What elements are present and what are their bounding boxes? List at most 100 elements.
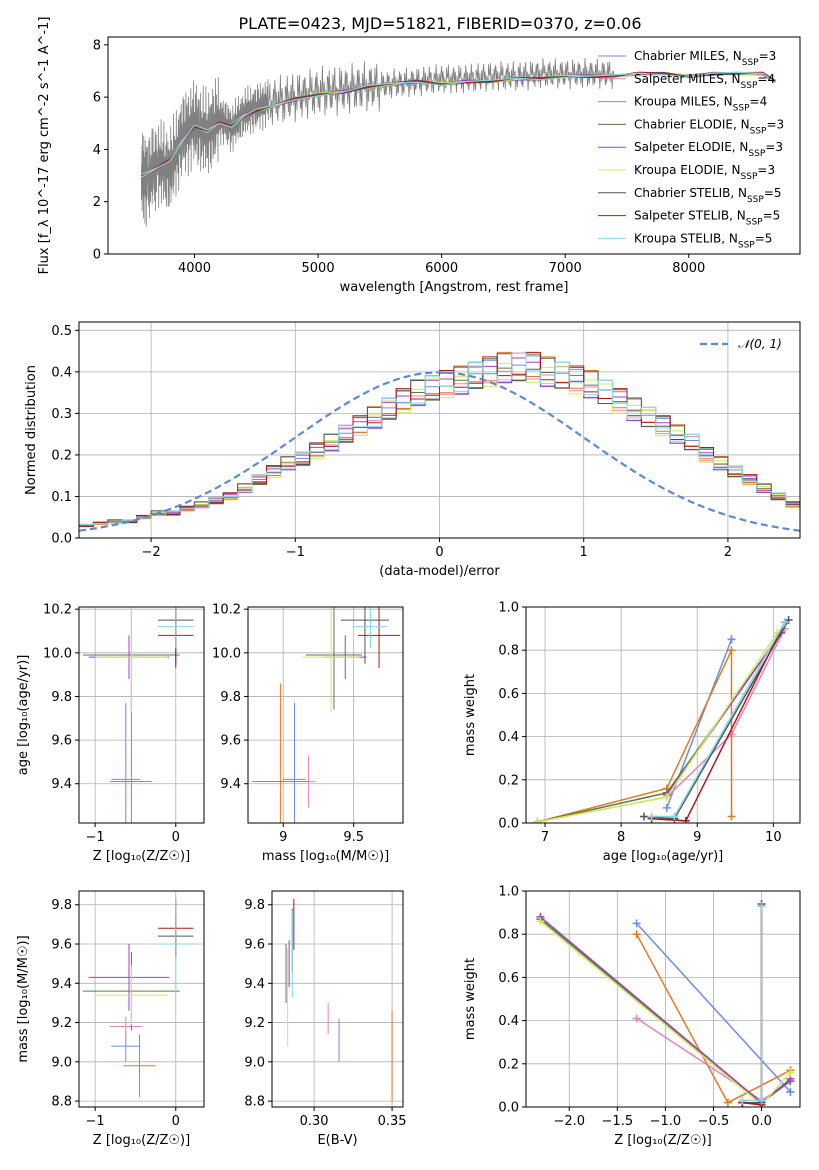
legend-label-3: Chabrier ELODIE, NSSP=3 — [634, 117, 784, 136]
y-tick-label: 9.0 — [244, 1055, 265, 1070]
y-tick-label: 9.4 — [244, 977, 265, 992]
weight-marker — [738, 1096, 747, 1105]
weight-marker — [533, 817, 542, 823]
x-tick-label: 0.30 — [300, 1114, 329, 1129]
x-tick-label: −1.0 — [650, 1114, 682, 1129]
y-tick-label: 0.2 — [498, 773, 519, 788]
legend-label-8: Kroupa STELIB, NSSP=5 — [634, 231, 772, 250]
weight-line-2 — [537, 649, 733, 823]
weight-z-marks — [536, 899, 795, 1107]
weight-marker — [786, 1068, 795, 1077]
x-tick-label: 9.5 — [343, 830, 364, 845]
y-tick-label: 9.2 — [244, 1016, 265, 1031]
y-tick-label: 4 — [93, 143, 101, 158]
y-tick-label: 0.1 — [51, 490, 72, 505]
x-tick-label: 10 — [765, 830, 782, 845]
weight-marker — [723, 1098, 732, 1107]
y-axis-label: mass weight — [463, 674, 478, 756]
y-tick-label: 9.8 — [51, 690, 72, 705]
y-tick-label: 0.2 — [51, 448, 72, 463]
spectrum-marks — [141, 57, 776, 227]
x-tick-label: 9 — [693, 830, 701, 845]
figure-title: PLATE=0423, MJD=51821, FIBERID=0370, z=0… — [238, 14, 641, 33]
x-tick-label: 6000 — [425, 261, 458, 276]
x-tick-label: −1 — [286, 545, 305, 560]
y-tick-label: 0.4 — [51, 365, 72, 380]
y-axis-label: mass [log₁₀(M/M☉)] — [16, 935, 31, 1062]
x-tick-label: 0.0 — [751, 1114, 772, 1129]
axes-frame — [525, 890, 801, 1108]
residuals-axes: −2 −1 0 1 2 0.0 0.1 0.2 0.3 0.4 0.5 (data-model)/er… — [24, 322, 800, 579]
weight-marker — [727, 635, 736, 644]
axes-frame — [78, 321, 801, 539]
y-tick-label: 6 — [93, 91, 101, 106]
weight-marker — [780, 618, 789, 627]
legend-label-0: Chabrier MILES, NSSP=3 — [634, 49, 776, 68]
y-tick-label: 9.6 — [244, 938, 265, 953]
mass-z-marks — [83, 894, 194, 1098]
weight-marker — [662, 793, 671, 802]
x-axis-label: (data-model)/error — [379, 564, 500, 579]
y-tick-label: 10.0 — [212, 646, 241, 661]
x-tick-label: 7 — [541, 830, 549, 845]
x-tick-label: 1 — [580, 545, 588, 560]
weight-marker — [632, 919, 641, 928]
mass-ebv-marks — [285, 898, 393, 1102]
weight-marker — [681, 816, 690, 823]
residuals-marks — [79, 351, 800, 532]
age-z-marks — [83, 607, 194, 823]
y-tick-label: 10.2 — [212, 603, 241, 618]
y-tick-label: 2 — [93, 195, 101, 210]
age-mass-marks — [252, 607, 401, 823]
legend-label-5: Kroupa ELODIE, NSSP=3 — [634, 163, 775, 182]
axes-frame — [247, 606, 404, 824]
y-tick-label: 9.8 — [51, 898, 72, 913]
weight-marker — [670, 812, 679, 821]
x-tick-label: −1.5 — [602, 1114, 634, 1129]
y-tick-label: 9.4 — [220, 777, 241, 792]
weight-marker — [757, 1096, 766, 1105]
y-tick-label: 9.8 — [244, 898, 265, 913]
weight-marker — [727, 646, 736, 655]
weight-line-0 — [636, 922, 791, 1093]
axes-frame — [271, 890, 404, 1108]
legend-label-normal: 𝒩(0, 1) — [738, 337, 782, 351]
y-tick-label: 9.6 — [220, 734, 241, 749]
y-tick-label: 1.0 — [498, 601, 519, 616]
legend-label-7: Salpeter STELIB, NSSP=5 — [634, 209, 780, 228]
x-tick-label: 8 — [617, 830, 625, 845]
y-tick-label: 0 — [93, 248, 101, 263]
legend-label-6: Chabrier STELIB, NSSP=5 — [634, 186, 782, 205]
x-tick-label: −2.0 — [553, 1114, 585, 1129]
y-tick-label: 0.6 — [498, 687, 519, 702]
weight-marker — [639, 812, 648, 821]
weight-line-5 — [537, 632, 778, 823]
y-tick-label: 1.0 — [498, 885, 519, 900]
x-tick-label: 8000 — [672, 261, 705, 276]
weight-marker — [757, 902, 766, 911]
weight-age-marks — [533, 615, 793, 823]
x-tick-label: −1 — [86, 830, 105, 845]
y-tick-label: 9.8 — [220, 690, 241, 705]
y-tick-label: 9.0 — [51, 1055, 72, 1070]
y-tick-label: 0.4 — [498, 1014, 519, 1029]
y-tick-label: 0.8 — [498, 928, 519, 943]
weight-z-axes: −2.0 −1.5 −1.0 −0.5 0.0 0.0 0.2 0.4 0.6 0.8 1.0 Z [… — [463, 885, 800, 1148]
histogram-8 — [79, 352, 800, 526]
x-tick-label: 4000 — [178, 261, 211, 276]
legend-label-2: Kroupa MILES, NSSP=4 — [634, 95, 767, 114]
weight-marker — [786, 1087, 795, 1096]
x-axis-label: wavelength [Angstrom, rest frame] — [340, 280, 569, 295]
y-tick-label: 8.8 — [51, 1095, 72, 1110]
y-tick-label: 9.4 — [51, 777, 72, 792]
y-tick-label: 0.5 — [51, 324, 72, 339]
y-tick-label: 8.8 — [244, 1095, 265, 1110]
y-tick-label: 10.0 — [43, 646, 72, 661]
y-tick-label: 0.3 — [51, 407, 72, 422]
axes-frame — [78, 606, 205, 824]
model-line-8 — [141, 71, 776, 175]
x-axis-label: Z [log₁₀(Z/Z☉)] — [93, 849, 190, 864]
x-tick-label: 7000 — [549, 261, 582, 276]
x-axis-label: E(B-V) — [317, 1133, 357, 1148]
